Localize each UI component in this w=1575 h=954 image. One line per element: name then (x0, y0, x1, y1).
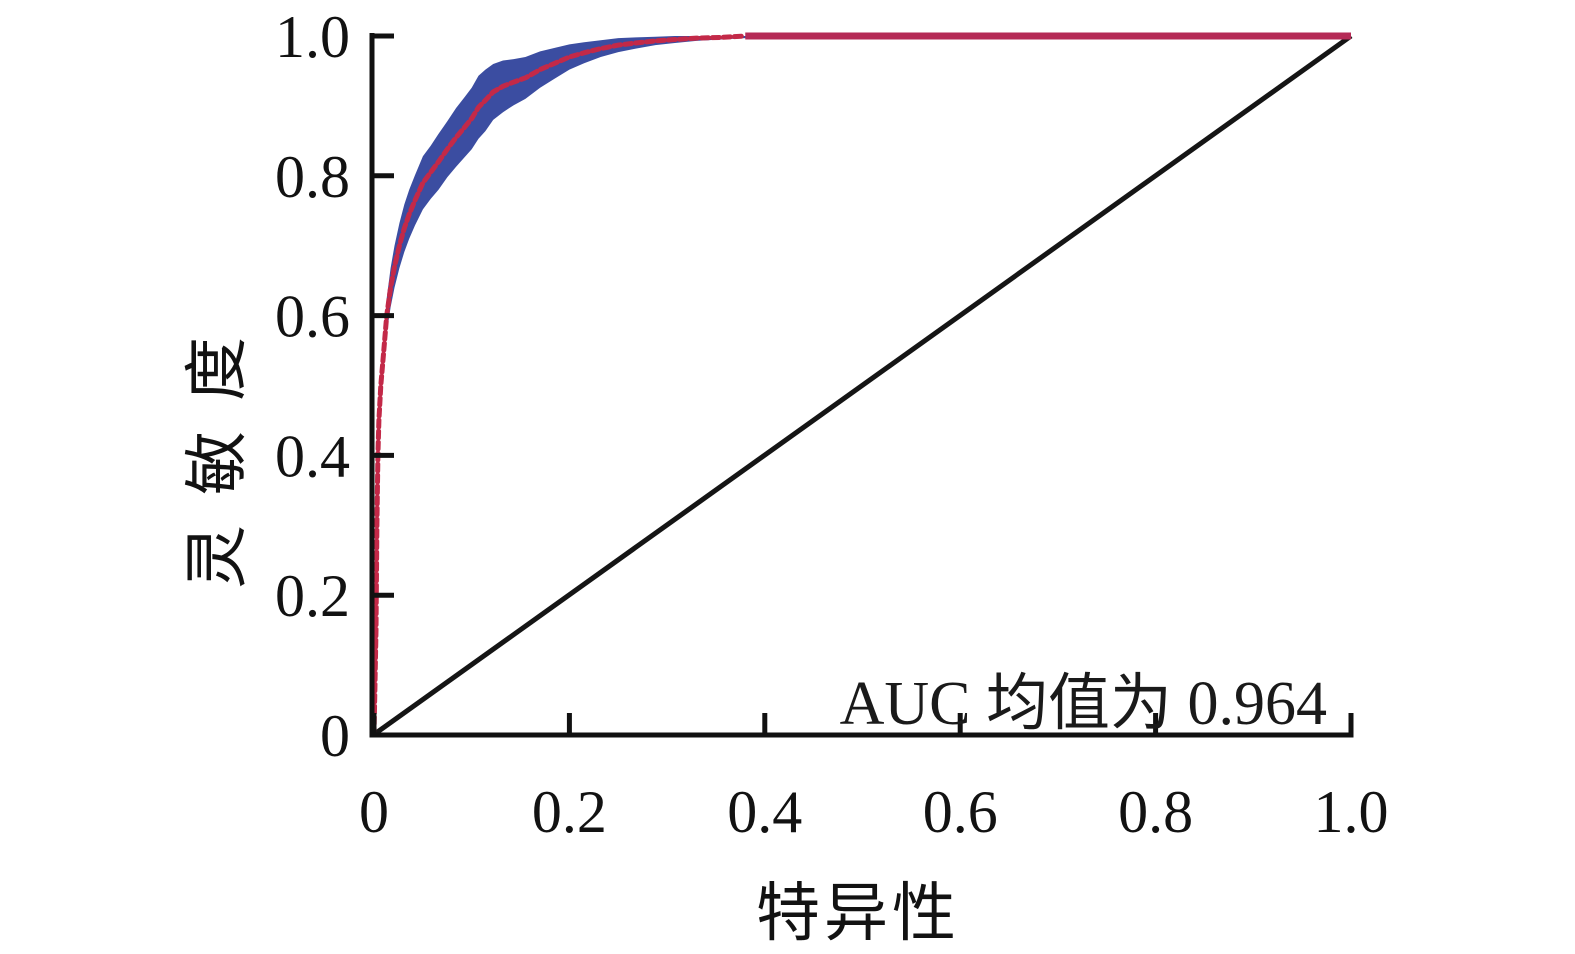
x-tick-label: 0.2 (532, 779, 607, 845)
y-tick-label: 0.8 (275, 144, 350, 210)
x-axis-title: 特异性 (756, 878, 960, 949)
y-tick-label: 1.0 (275, 4, 350, 70)
y-tick-label: 0 (320, 703, 350, 769)
chance-diagonal (374, 33, 1353, 736)
y-tick-label: 0.2 (275, 563, 350, 629)
y-tick-label: 0.6 (275, 284, 350, 350)
x-tick-label: 0.6 (923, 779, 998, 845)
x-tick-label: 0 (359, 779, 389, 845)
y-tick-label: 0.4 (275, 423, 350, 489)
x-tick-label: 0.4 (727, 779, 802, 845)
confidence-band (374, 36, 824, 735)
mean-roc-curve (371, 33, 748, 738)
x-tick-label: 1.0 (1314, 779, 1389, 845)
y-axis-title: 灵敏度 (182, 307, 253, 589)
x-tick-label: 0.8 (1118, 779, 1193, 845)
auc-annotation: AUC 均值为 0.964 (839, 670, 1327, 738)
